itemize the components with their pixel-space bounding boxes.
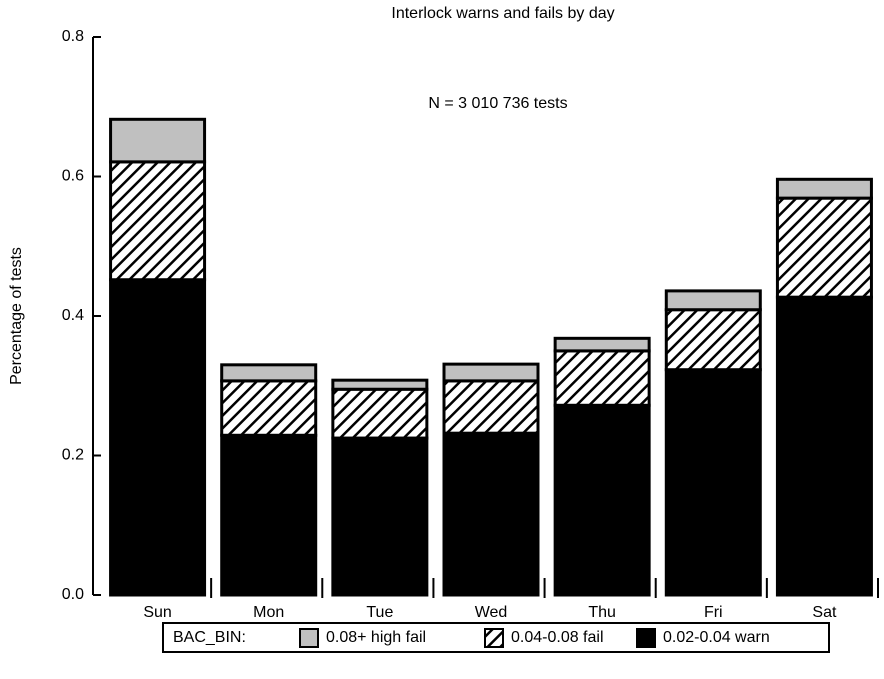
bar-segment <box>664 308 762 372</box>
y-axis-label: Percentage of tests <box>8 247 25 385</box>
legend-swatch <box>299 628 319 648</box>
x-tick-label: Tue <box>366 604 393 621</box>
x-tick-label: Thu <box>588 604 616 621</box>
bar-segment <box>553 403 651 597</box>
bar-segment <box>109 160 207 282</box>
x-tick-label: Wed <box>475 604 508 621</box>
y-tick-label: 0.4 <box>62 307 84 324</box>
bar-segment <box>775 196 873 299</box>
bar-segment <box>442 362 540 383</box>
bar-segment <box>664 289 762 312</box>
y-tick-label: 0.8 <box>62 28 84 45</box>
legend-title: BAC_BIN: <box>173 629 246 646</box>
bar-segment <box>331 387 429 440</box>
bar-segment <box>442 431 540 597</box>
legend-label: 0.04-0.08 fail <box>511 629 604 646</box>
bar-segment <box>775 177 873 200</box>
bar-segment <box>442 379 540 435</box>
annotation: N = 3 010 736 tests <box>428 95 567 112</box>
bar-segment <box>331 378 429 391</box>
legend-swatch <box>636 628 656 648</box>
bar-segment <box>220 433 318 597</box>
bar-segment <box>331 436 429 597</box>
bar-segment <box>109 278 207 597</box>
legend-label: 0.08+ high fail <box>326 629 426 646</box>
legend-swatch <box>484 628 504 648</box>
x-tick-label: Fri <box>704 604 723 621</box>
bar-segment <box>775 295 873 597</box>
chart-title: Interlock warns and fails by day <box>391 5 614 22</box>
bar-segment <box>553 349 651 407</box>
y-tick-label: 0.0 <box>62 586 84 603</box>
x-tick-label: Mon <box>253 604 284 621</box>
y-tick-label: 0.2 <box>62 447 84 464</box>
bar-segment <box>220 363 318 383</box>
x-tick-label: Sun <box>143 604 171 621</box>
x-tick-label: Sat <box>812 604 837 621</box>
bar-segment <box>664 368 762 597</box>
bar-segment <box>553 336 651 353</box>
bar-segment <box>220 379 318 437</box>
legend-label: 0.02-0.04 warn <box>663 629 770 646</box>
y-tick-label: 0.6 <box>62 168 84 185</box>
bar-segment <box>109 117 207 164</box>
